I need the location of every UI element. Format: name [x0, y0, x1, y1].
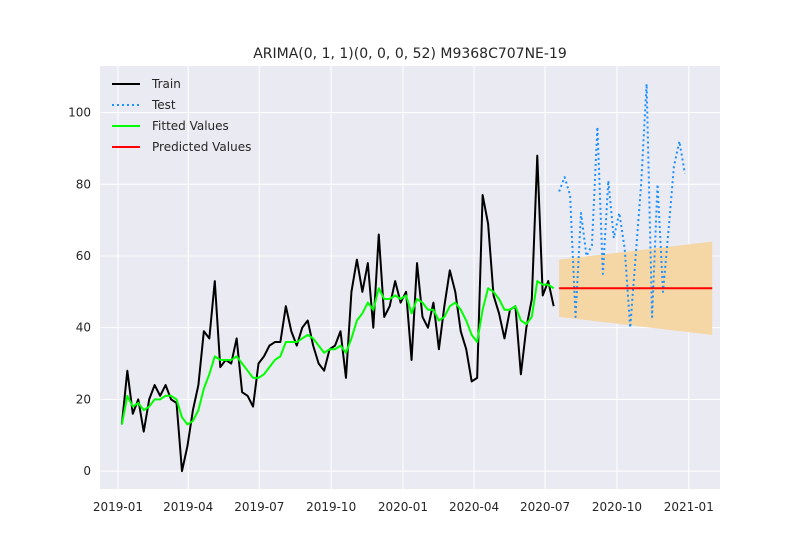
- y-tick-label: 80: [76, 177, 91, 191]
- chart-title: ARIMA(0, 1, 1)(0, 0, 0, 52) M9368C707NE-…: [253, 46, 567, 62]
- x-tick-label: 2020-01: [378, 500, 428, 514]
- grid-lines: [100, 66, 720, 489]
- legend-label: Train: [151, 77, 181, 91]
- series-line-fitted-values: [120, 280, 555, 426]
- x-tick-label: 2020-07: [520, 500, 570, 514]
- series-line-test: [558, 82, 686, 329]
- legend: Train Test Fitted Values Predicted Values: [112, 77, 251, 154]
- y-tick-label: 0: [83, 464, 91, 478]
- x-tick-label: 2019-04: [163, 500, 213, 514]
- x-tick-label: 2021-01: [664, 500, 714, 514]
- x-tick-label: 2019-07: [234, 500, 284, 514]
- y-tick-label: 60: [76, 249, 91, 263]
- x-tick-label: 2019-10: [306, 500, 356, 514]
- x-tick-label: 2020-04: [449, 500, 499, 514]
- x-tick-label: 2020-10: [592, 500, 642, 514]
- y-tick-label: 40: [76, 321, 91, 335]
- legend-label: Predicted Values: [152, 140, 251, 154]
- legend-label: Test: [151, 98, 176, 112]
- legend-label: Fitted Values: [152, 119, 229, 133]
- y-tick-label: 100: [68, 106, 91, 120]
- x-tick-label: 2019-01: [93, 500, 143, 514]
- y-tick-label: 20: [76, 392, 91, 406]
- series-line-train: [120, 154, 555, 473]
